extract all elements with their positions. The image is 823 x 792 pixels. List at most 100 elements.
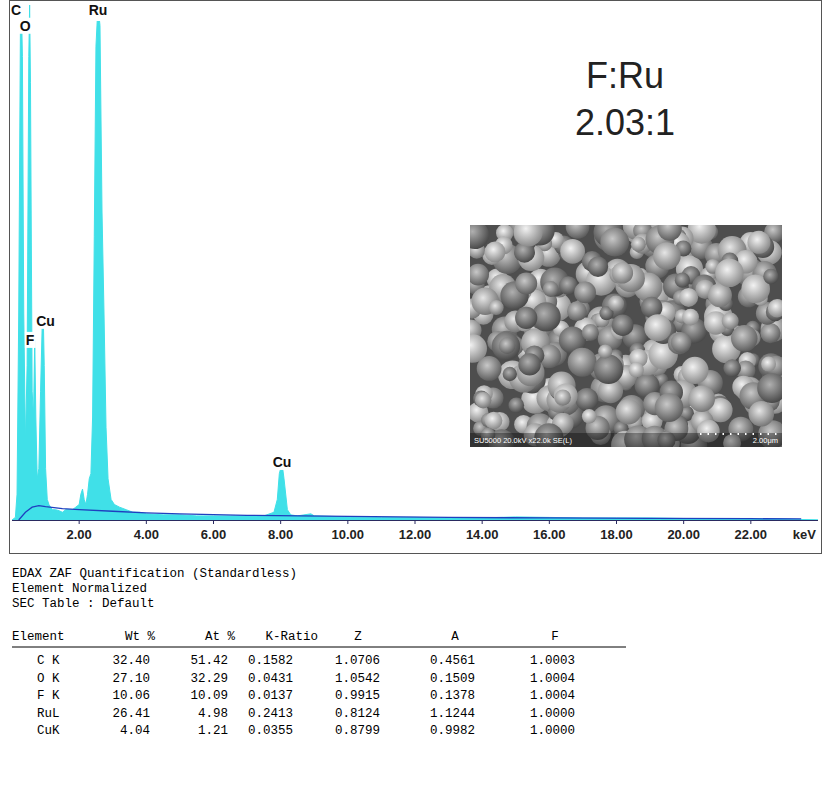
- label-patch: [272, 454, 293, 470]
- sem-caption-band: [470, 433, 782, 447]
- table-cell: C K: [37, 654, 60, 668]
- sem-particle: [543, 281, 559, 297]
- sem-particle: [675, 273, 690, 288]
- sem-particle: [560, 239, 585, 264]
- sem-particle: [485, 412, 503, 430]
- table-cell: 0.2413: [248, 707, 293, 721]
- sem-particle: [515, 273, 537, 295]
- sem-particle: [588, 257, 608, 277]
- x-tick-label: 8.00: [268, 527, 293, 542]
- sem-particle: [731, 325, 758, 352]
- sem-particle: [598, 344, 612, 358]
- sem-particle: [492, 332, 520, 360]
- sem-particle: [749, 401, 775, 427]
- sem-particle: [568, 348, 597, 377]
- table-cell: 0.1378: [430, 689, 475, 703]
- sem-particle: [761, 357, 776, 372]
- table-cell: 10.06: [112, 689, 150, 703]
- x-tick: [146, 521, 147, 524]
- x-tick: [280, 521, 281, 524]
- sem-particle: [475, 392, 491, 408]
- sem-particle: [747, 231, 770, 254]
- sem-particle: [612, 262, 633, 283]
- sem-scale-bar: [700, 433, 778, 435]
- table-cell: CuK: [37, 724, 60, 738]
- table-header: F: [551, 630, 559, 644]
- sem-particle: [470, 334, 487, 363]
- table-header: At %: [205, 630, 236, 644]
- table-cell: 0.8124: [335, 707, 380, 721]
- table-cell: 51.42: [190, 654, 228, 668]
- sem-particle: [518, 353, 540, 375]
- peak-label: O: [20, 18, 31, 34]
- sem-background: [470, 225, 782, 447]
- sem-particle: [582, 324, 599, 341]
- sem-particle: [567, 301, 587, 321]
- x-tick: [415, 521, 416, 524]
- table-cell: 0.0137: [248, 689, 293, 703]
- sem-particle: [722, 313, 739, 330]
- page: 2.004.006.008.0010.0012.0014.0016.0018.0…: [0, 0, 823, 792]
- x-tick: [616, 521, 617, 524]
- sem-particle: [489, 300, 504, 315]
- sem-scale-label: 2.00μm: [753, 436, 778, 445]
- peak-label: Cu: [273, 454, 292, 470]
- x-axis: [12, 520, 818, 521]
- table-title: Element Normalized: [12, 582, 147, 596]
- label-patch: [35, 313, 56, 329]
- sem-particle: [514, 225, 543, 247]
- sem-particle: [574, 282, 596, 304]
- peak-label: Ru: [89, 2, 108, 18]
- table-cell: 4.98: [198, 707, 228, 721]
- sem-particle: [760, 323, 780, 343]
- table-cell: 0.4561: [430, 654, 475, 668]
- sem-particle: [657, 225, 681, 241]
- sem-particle: [470, 225, 489, 249]
- x-axis-title: keV: [793, 527, 816, 542]
- table-cell: 0.0431: [248, 672, 293, 686]
- sem-particle: [582, 409, 597, 424]
- label-patch: [25, 332, 36, 348]
- peak-labels: CORuCuFCu: [11, 2, 292, 470]
- table-cell: 1.0004: [530, 672, 575, 686]
- sem-particle: [671, 332, 692, 353]
- sem-particle: [499, 337, 516, 354]
- sem-particle: [470, 264, 489, 286]
- table-header: Wt %: [125, 630, 156, 644]
- sem-particle: [555, 390, 571, 406]
- table-cell: 1.0706: [335, 654, 380, 668]
- sem-particle: [576, 388, 599, 411]
- background-line: [19, 506, 801, 520]
- table-cell: 0.9982: [430, 724, 475, 738]
- sem-particle: [655, 393, 684, 422]
- table-cell: 1.0004: [530, 689, 575, 703]
- table-cell: 1.0000: [530, 724, 575, 738]
- sem-particle: [723, 359, 741, 377]
- peak-label: C: [11, 2, 21, 18]
- table-title: EDAX ZAF Quantification (Standardless): [12, 567, 297, 581]
- sem-particle: [653, 242, 681, 270]
- sem-particle: [554, 384, 578, 408]
- table-cell: O K: [37, 672, 60, 686]
- label-patch: [19, 18, 32, 34]
- sem-particle: [682, 309, 699, 326]
- sem-particle: [768, 299, 782, 317]
- x-tick: [549, 521, 550, 524]
- sem-particle: [644, 314, 671, 341]
- sem-particle: [616, 399, 642, 425]
- x-tick-label: 10.00: [332, 527, 365, 542]
- x-tick-label: 20.00: [667, 527, 700, 542]
- table-header: K-Ratio: [265, 630, 318, 644]
- table-cell: 32.40: [112, 654, 150, 668]
- x-tick: [482, 521, 483, 524]
- sem-particle: [688, 385, 715, 412]
- sem-particle: [503, 367, 517, 381]
- table-cell: 1.21: [198, 724, 228, 738]
- sem-particle: [485, 242, 506, 263]
- sem-particle: [515, 307, 537, 329]
- x-tick-label: 4.00: [134, 527, 159, 542]
- x-tick-label: 12.00: [399, 527, 432, 542]
- table-header: Element: [12, 630, 65, 644]
- sem-particle: [629, 362, 644, 377]
- sem-particle: [679, 288, 698, 307]
